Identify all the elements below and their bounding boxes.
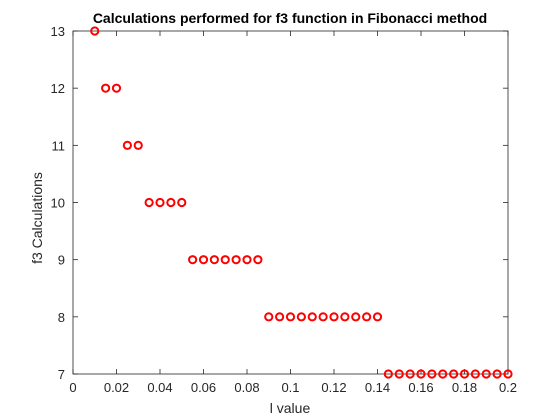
data-point — [481, 369, 491, 379]
data-point — [307, 312, 317, 322]
x-tick-label: 0.16 — [408, 380, 433, 395]
x-tick-label: 0.14 — [365, 380, 390, 395]
data-point — [427, 369, 437, 379]
data-point — [329, 312, 339, 322]
data-point — [383, 369, 393, 379]
x-tick-label: 0.18 — [452, 380, 477, 395]
data-point — [340, 312, 350, 322]
y-tick-label: 13 — [51, 24, 65, 39]
x-tick-label: 0.02 — [104, 380, 129, 395]
data-point — [242, 255, 252, 265]
data-point — [231, 255, 241, 265]
plot-area — [72, 30, 509, 375]
x-tick-label: 0.04 — [147, 380, 172, 395]
y-tick-label: 7 — [58, 367, 65, 382]
data-point — [166, 197, 176, 208]
data-point — [351, 312, 361, 322]
plot-box — [72, 30, 509, 375]
data-point — [470, 369, 480, 379]
y-tick-label: 9 — [58, 253, 65, 268]
y-tick-label: 12 — [51, 81, 65, 96]
data-point — [492, 369, 502, 379]
data-point — [438, 369, 448, 379]
data-point — [144, 197, 154, 208]
data-point — [275, 312, 285, 322]
x-axis: 0 0.02 0.04 0.06 0.08 0.1 0.12 0.14 0.16 0.18 0.2 — [69, 31, 517, 395]
data-point — [90, 26, 100, 36]
data-series — [90, 26, 513, 379]
data-point — [177, 197, 187, 208]
data-point — [285, 312, 296, 322]
data-point — [459, 369, 470, 379]
data-point — [253, 255, 263, 265]
chart-title: Calculations performed for f3 function i… — [93, 10, 487, 26]
data-point — [198, 255, 209, 265]
x-tick-label: 0.2 — [499, 380, 517, 395]
y-tick-label: 10 — [51, 196, 65, 211]
data-point — [318, 312, 328, 322]
data-point — [405, 369, 415, 379]
data-point — [220, 255, 230, 265]
y-axis-label: f3 Calculations — [29, 172, 45, 264]
data-point — [101, 83, 111, 93]
x-axis-label: l value — [270, 400, 311, 416]
data-point — [296, 312, 306, 322]
y-axis: 7 8 9 10 11 12 13 — [51, 24, 508, 382]
data-point — [503, 369, 513, 379]
x-tick-label: 0 — [69, 380, 76, 395]
data-point — [416, 369, 426, 379]
data-point — [155, 197, 165, 208]
y-tick-label: 8 — [58, 310, 65, 325]
y-tick-label: 11 — [52, 138, 66, 153]
data-point — [209, 255, 219, 265]
x-tick-label: 0.1 — [281, 380, 299, 395]
x-tick-label: 0.08 — [234, 380, 259, 395]
data-point — [111, 83, 122, 93]
data-point — [449, 369, 459, 379]
data-point — [372, 312, 383, 322]
data-point — [362, 312, 372, 322]
data-point — [394, 369, 404, 379]
data-point — [188, 255, 198, 265]
data-point — [264, 312, 274, 322]
data-point — [133, 140, 143, 150]
x-tick-label: 0.12 — [321, 380, 346, 395]
x-tick-label: 0.06 — [191, 380, 216, 395]
data-point — [122, 140, 132, 150]
